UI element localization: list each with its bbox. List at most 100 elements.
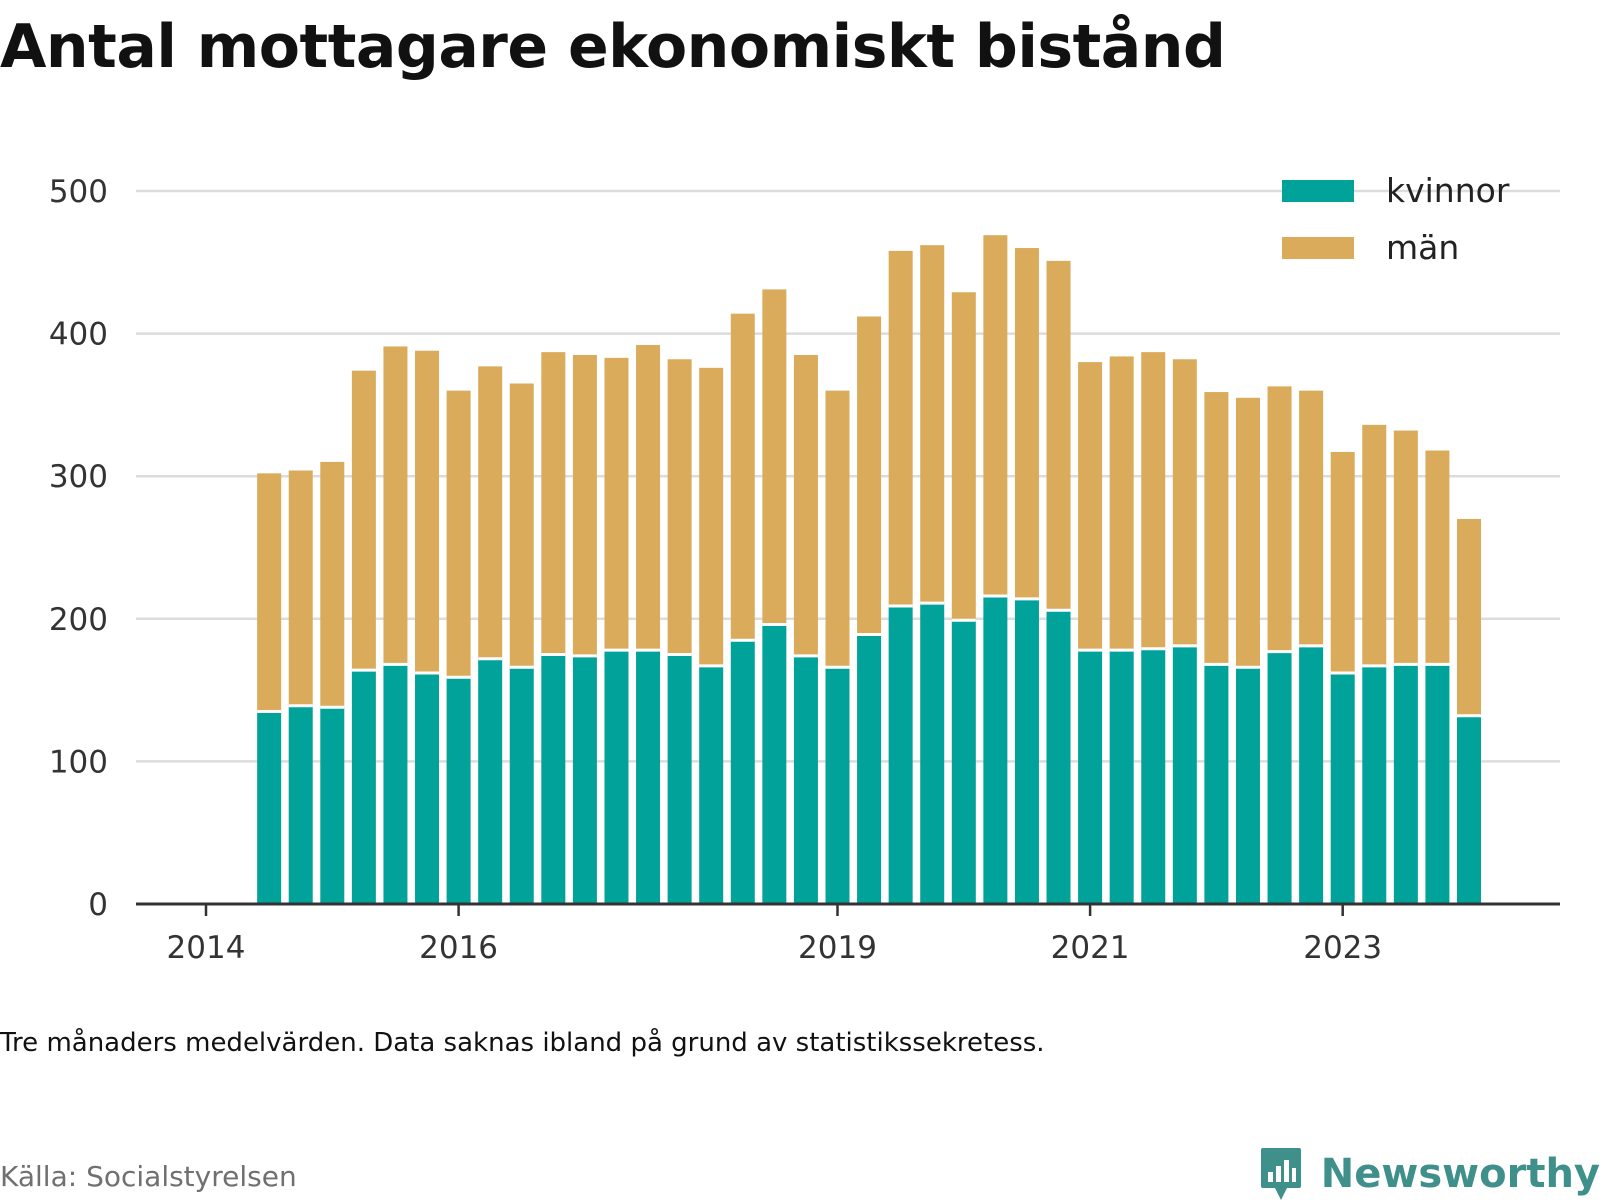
bar-kvinnor <box>1046 610 1071 904</box>
bar-kvinnor <box>762 624 787 904</box>
bar-kvinnor <box>1393 664 1418 904</box>
bar-man <box>825 390 850 668</box>
bar-kvinnor <box>1235 667 1260 904</box>
y-tick-label: 500 <box>49 174 108 210</box>
bar-man <box>888 250 913 606</box>
bar-kvinnor <box>1299 645 1324 904</box>
bar-man <box>951 292 976 621</box>
legend-swatch <box>1282 180 1354 202</box>
bar-man <box>857 316 882 635</box>
legend: kvinnor män <box>1282 171 1510 267</box>
bar-kvinnor <box>478 658 503 904</box>
source-credit: Källa: Socialstyrelsen <box>0 1160 297 1193</box>
bars <box>257 235 1481 904</box>
newsworthy-logo-icon <box>1260 1148 1301 1200</box>
bar-kvinnor <box>699 665 724 904</box>
bar-man <box>383 346 408 665</box>
x-tick-label: 2014 <box>167 930 246 966</box>
bar-kvinnor <box>1204 664 1229 904</box>
bar-man <box>1204 392 1229 665</box>
bar-man <box>793 354 818 656</box>
bar-man <box>1172 359 1197 646</box>
bar-man <box>351 370 376 671</box>
chart-note: Tre månaders medelvärden. Data saknas ib… <box>0 1028 1045 1058</box>
bar-kvinnor <box>1141 648 1166 904</box>
bar-kvinnor <box>1362 665 1387 904</box>
bar-man <box>1393 430 1418 665</box>
bar-kvinnor <box>888 605 913 904</box>
bar-kvinnor <box>541 654 566 904</box>
bar-man <box>730 313 755 641</box>
bar-man <box>1109 356 1134 651</box>
chart-title: Antal mottagare ekonomiskt bistånd <box>0 12 1226 82</box>
legend-swatch <box>1282 237 1354 259</box>
bar-man <box>1235 397 1260 668</box>
bar-man <box>1425 450 1450 665</box>
bar-kvinnor <box>1078 650 1103 904</box>
bar-man <box>983 235 1008 596</box>
bar-man <box>572 354 597 656</box>
bar-kvinnor <box>920 603 945 904</box>
y-tick-label: 0 <box>88 887 108 923</box>
x-tick-label: 2023 <box>1303 930 1382 966</box>
bar-man <box>604 357 629 651</box>
bar-kvinnor <box>572 655 597 904</box>
bar-kvinnor <box>730 640 755 904</box>
x-tick-label: 2016 <box>419 930 498 966</box>
bar-man <box>320 461 345 708</box>
brand-name: Newsworthy <box>1320 1151 1600 1197</box>
y-tick-label: 100 <box>49 744 108 780</box>
bar-man <box>1078 362 1103 651</box>
bar-man <box>1362 424 1387 666</box>
bar-kvinnor <box>509 667 534 904</box>
bar-kvinnor <box>446 677 471 904</box>
bar-man <box>920 245 945 604</box>
bar-man <box>541 352 566 655</box>
bar-kvinnor <box>1267 651 1292 904</box>
bar-kvinnor <box>1014 598 1039 904</box>
y-tick-label: 300 <box>49 459 108 495</box>
bar-kvinnor <box>1330 672 1355 904</box>
bar-kvinnor <box>1425 664 1450 904</box>
brand: Newsworthy <box>1259 1146 1600 1202</box>
bar-kvinnor <box>793 655 818 904</box>
bar-man <box>1330 451 1355 673</box>
bar-man <box>257 473 282 712</box>
legend-item: män <box>1282 228 1459 267</box>
bar-kvinnor <box>320 707 345 904</box>
bar-kvinnor <box>288 705 313 904</box>
bar-kvinnor <box>667 654 692 904</box>
bar-kvinnor <box>857 634 882 904</box>
x-axis: 2014 2016 2019 2021 2023 <box>136 902 1560 966</box>
bar-kvinnor <box>1172 645 1197 904</box>
bar-man <box>636 345 661 651</box>
x-tick-label: 2019 <box>798 930 877 966</box>
bar-man <box>762 289 787 625</box>
bar-man <box>478 366 503 659</box>
bar-man <box>1141 352 1166 649</box>
bar-kvinnor <box>1457 715 1481 904</box>
bar-kvinnor <box>604 650 629 904</box>
legend-label: män <box>1386 228 1459 267</box>
bar-man <box>1299 390 1324 646</box>
bar-kvinnor <box>983 595 1008 904</box>
y-tick-label: 200 <box>49 602 108 638</box>
y-tick-labels: 0 100 200 300 400 500 <box>49 174 108 923</box>
legend-item: kvinnor <box>1282 171 1510 210</box>
bar-kvinnor <box>636 650 661 904</box>
bar-kvinnor <box>825 667 850 904</box>
bar-man <box>509 383 534 668</box>
bar-man <box>667 359 692 655</box>
y-tick-label: 400 <box>49 317 108 353</box>
bar-kvinnor <box>383 664 408 904</box>
bar-kvinnor <box>415 672 440 904</box>
bar-man <box>1014 248 1039 599</box>
bar-man <box>446 390 471 678</box>
bar-man <box>1046 260 1071 611</box>
bar-man <box>288 470 313 706</box>
bar-man <box>415 350 440 673</box>
bar-man <box>1457 518 1481 716</box>
bar-kvinnor <box>257 711 282 904</box>
bar-kvinnor <box>1109 650 1134 904</box>
